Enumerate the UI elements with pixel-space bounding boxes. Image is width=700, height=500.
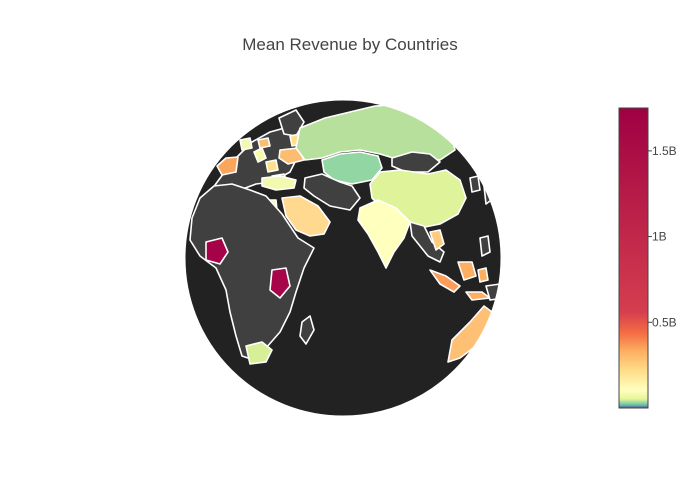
- country-thailand[interactable]: [429, 229, 445, 251]
- country-kenya[interactable]: [269, 267, 291, 299]
- europe-colored-a[interactable]: [253, 147, 267, 163]
- country-philippines[interactable]: [479, 235, 491, 257]
- middle-east-region[interactable]: [303, 173, 361, 211]
- europe-colored-b[interactable]: [265, 159, 279, 173]
- indonesia-sulawesi[interactable]: [477, 267, 489, 283]
- colorbar-gradient: [618, 107, 649, 409]
- country-madagascar[interactable]: [299, 315, 315, 345]
- country-south-africa[interactable]: [245, 341, 273, 365]
- country-japan[interactable]: [483, 181, 495, 205]
- country-nigeria[interactable]: [205, 237, 229, 265]
- country-mongolia[interactable]: [391, 151, 441, 173]
- country-indonesia[interactable]: [429, 269, 461, 293]
- southeast-asia-region[interactable]: [409, 221, 445, 263]
- globe-outline: [184, 99, 502, 417]
- africa-region[interactable]: [189, 183, 315, 361]
- colorbar-tick-label: 1B: [652, 230, 667, 244]
- colorbar-tick-label: 1.5B: [652, 144, 677, 158]
- country-spain[interactable]: [216, 156, 239, 176]
- europe-colored-e[interactable]: [239, 137, 253, 151]
- chart-title: Mean Revenue by Countries: [242, 35, 457, 54]
- europe-colored-f[interactable]: [257, 137, 271, 149]
- country-saudi-arabia[interactable]: [281, 195, 331, 237]
- country-kazakhstan[interactable]: [321, 151, 383, 185]
- country-papua[interactable]: [485, 283, 504, 301]
- country-ukraine[interactable]: [278, 147, 305, 165]
- country-korea[interactable]: [469, 175, 481, 193]
- colorbar: 0.5B 1B 1.5B: [618, 107, 677, 409]
- country-india[interactable]: [357, 199, 411, 269]
- country-turkey[interactable]: [261, 175, 297, 191]
- colorbar-ticks: 0.5B 1B 1.5B: [648, 144, 677, 329]
- indonesia-borneo[interactable]: [457, 261, 477, 281]
- globe: [184, 99, 504, 417]
- colorbar-tick-label: 0.5B: [652, 315, 677, 329]
